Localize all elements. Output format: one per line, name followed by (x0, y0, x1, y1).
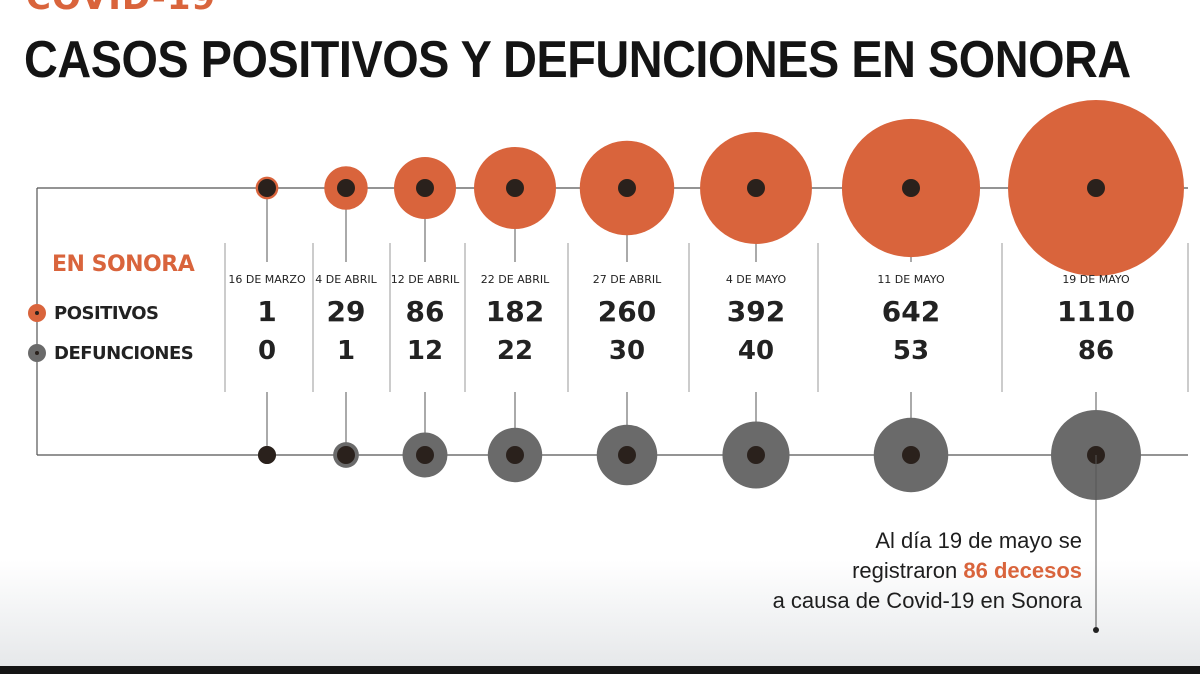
date-label: 22 DE ABRIL (480, 273, 550, 286)
defunciones-dot-3 (506, 446, 524, 464)
date-label: 11 DE MAYO (877, 273, 945, 286)
positivos-dot-3 (506, 179, 524, 197)
legend-positivos-label: POSITIVOS (54, 302, 159, 324)
defunciones-dot-5 (747, 446, 765, 464)
defunciones-value: 40 (737, 336, 775, 366)
positivos-dot-5 (747, 179, 765, 197)
positivos-dot-1 (337, 179, 355, 197)
note-highlight: 86 decesos (963, 558, 1082, 583)
defunciones-value: 30 (608, 336, 646, 366)
positivos-value: 29 (326, 295, 366, 328)
defunciones-value: 1 (336, 336, 356, 366)
column-4: 27 DE ABRIL 260 30 (557, 272, 697, 368)
defunciones-dot-4 (618, 446, 636, 464)
defunciones-dot-6 (902, 446, 920, 464)
defunciones-dot-1 (337, 446, 355, 464)
defunciones-value: 53 (892, 336, 930, 366)
positivos-value: 182 (485, 295, 545, 328)
note-line-3: a causa de Covid-19 en Sonora (772, 588, 1082, 613)
positivos-dot-4 (618, 179, 636, 197)
defunciones-value: 12 (406, 336, 444, 366)
date-label: 16 DE MARZO (228, 273, 306, 286)
defunciones-value: 86 (1077, 336, 1115, 366)
legend-positivos-marker (28, 304, 46, 322)
page-title: CASOS POSITIVOS Y DEFUNCIONES EN SONORA (24, 31, 1131, 89)
positivos-value: 642 (881, 295, 941, 328)
legend-defunciones-label: DEFUNCIONES (54, 342, 194, 364)
legend-defunciones: DEFUNCIONES (28, 341, 194, 365)
positivos-dot-2 (416, 179, 434, 197)
column-3: 22 DE ABRIL 182 22 (445, 272, 585, 368)
positivos-value: 1110 (1057, 295, 1135, 328)
date-label: 19 DE MAYO (1062, 273, 1130, 286)
positivos-value: 86 (405, 295, 445, 328)
column-5: 4 DE MAYO 392 40 (686, 272, 826, 368)
kicker-label: COVID-19 (26, 0, 216, 18)
positivos-value: 1 (257, 295, 277, 328)
column-0: 16 DE MARZO 1 0 (197, 272, 337, 368)
positivos-dot-7 (1087, 179, 1105, 197)
note-line-2-text: registraron (852, 558, 964, 583)
note-line-2: registraron 86 decesos (773, 556, 1082, 586)
column-7: 19 DE MAYO 1110 86 (1026, 272, 1166, 368)
legend-positivos: POSITIVOS (28, 301, 159, 325)
date-label: 12 DE ABRIL (390, 273, 460, 286)
defunciones-value: 0 (257, 336, 277, 366)
legend-defunciones-marker (28, 344, 46, 362)
annotation-leader-dot (1093, 627, 1099, 633)
column-2: 12 DE ABRIL 86 12 (355, 272, 495, 368)
positivos-value: 392 (726, 295, 786, 328)
defunciones-value: 22 (496, 336, 534, 366)
annotation-note: Al día 19 de mayo se registraron 86 dece… (773, 526, 1082, 616)
date-label: 27 DE ABRIL (592, 273, 662, 286)
column-6: 11 DE MAYO 642 53 (841, 272, 981, 368)
positivos-dot-6 (902, 179, 920, 197)
defunciones-dot-0 (258, 446, 276, 464)
column-1: 4 DE ABRIL 29 1 (276, 272, 416, 368)
bottom-bar (0, 666, 1200, 674)
legend-heading: EN SONORA (52, 252, 195, 277)
background-fade (0, 560, 1200, 666)
date-label: 4 DE MAYO (725, 273, 787, 286)
positivos-dot-0 (258, 179, 276, 197)
date-label: 4 DE ABRIL (315, 273, 377, 286)
positivos-value: 260 (597, 295, 657, 328)
note-line-1: Al día 19 de mayo se (875, 528, 1082, 553)
defunciones-dot-2 (416, 446, 434, 464)
